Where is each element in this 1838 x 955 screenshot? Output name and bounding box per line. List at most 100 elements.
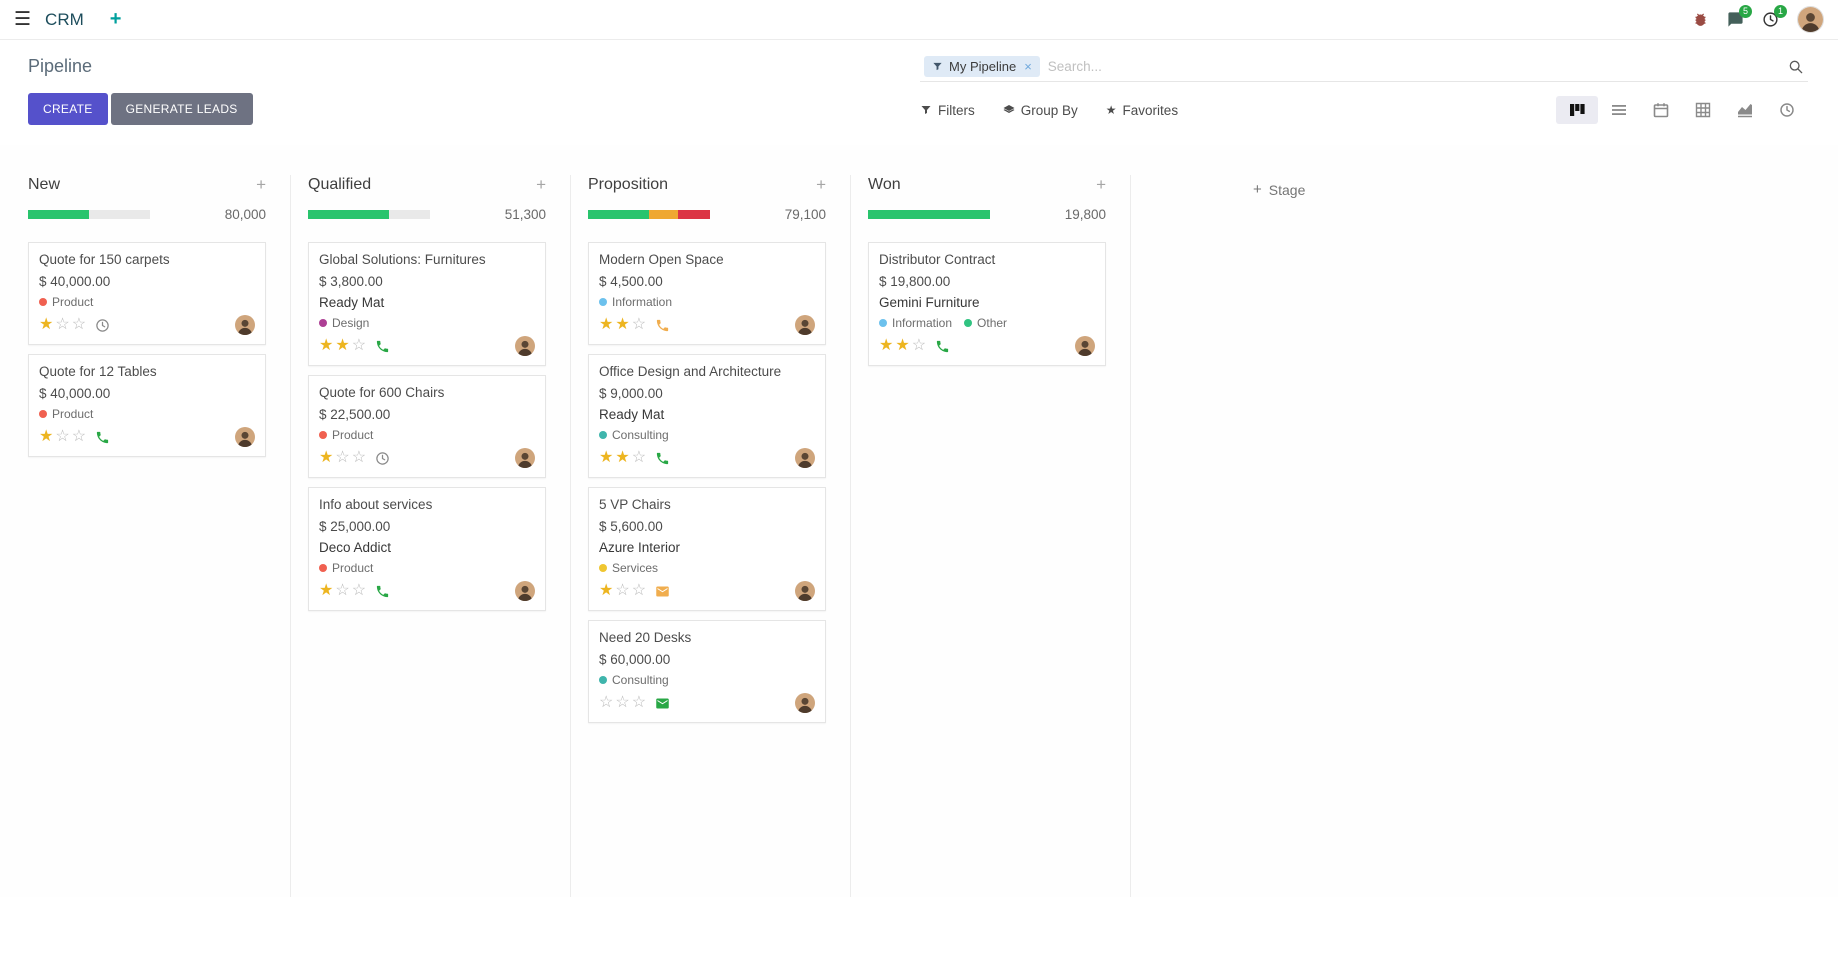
kanban-card[interactable]: Modern Open Space $ 4,500.00 Information… xyxy=(588,242,826,345)
star-filled-icon[interactable]: ★ xyxy=(319,449,334,466)
column-title[interactable]: Qualified xyxy=(308,176,372,193)
star-empty-icon[interactable]: ☆ xyxy=(335,449,350,466)
star-filled-icon[interactable]: ★ xyxy=(599,449,614,466)
star-empty-icon[interactable]: ☆ xyxy=(631,449,647,466)
star-empty-icon[interactable]: ☆ xyxy=(351,582,367,599)
messages-icon[interactable]: 5 xyxy=(1727,5,1752,28)
kanban-card[interactable]: Quote for 150 carpets $ 40,000.00 Produc… xyxy=(28,242,266,345)
app-name[interactable]: CRM xyxy=(45,9,84,29)
salesperson-avatar[interactable] xyxy=(795,581,815,601)
star-filled-icon[interactable]: ★ xyxy=(39,428,54,445)
lead-title[interactable]: Info about services xyxy=(319,497,433,512)
tag[interactable]: Product xyxy=(39,407,93,421)
salesperson-avatar[interactable] xyxy=(515,448,535,468)
kanban-view-button[interactable] xyxy=(1556,96,1598,124)
generate-leads-button[interactable]: GENERATE LEADS xyxy=(110,93,253,125)
kanban-card[interactable]: Quote for 12 Tables $ 40,000.00 Product … xyxy=(28,354,266,457)
tag[interactable]: Consulting xyxy=(599,673,669,687)
add-record-icon[interactable]: + xyxy=(1096,175,1106,194)
pivot-view-button[interactable] xyxy=(1682,96,1724,124)
lead-title[interactable]: Office Design and Architecture xyxy=(599,364,782,379)
phone-activity-icon[interactable] xyxy=(375,339,390,354)
star-filled-icon[interactable]: ★ xyxy=(615,316,630,333)
kanban-card[interactable]: Info about services $ 25,000.00 Deco Add… xyxy=(308,487,546,611)
lead-title[interactable]: Global Solutions: Furnitures xyxy=(319,252,486,267)
phone-activity-icon[interactable] xyxy=(95,430,110,445)
column-progressbar[interactable] xyxy=(308,210,430,219)
star-empty-icon[interactable]: ☆ xyxy=(55,316,70,333)
star-empty-icon[interactable]: ☆ xyxy=(615,694,630,711)
clock-activity-icon[interactable] xyxy=(375,451,390,466)
progress-segment[interactable] xyxy=(868,210,990,219)
envelope-activity-icon[interactable] xyxy=(655,584,670,599)
star-empty-icon[interactable]: ☆ xyxy=(71,428,87,445)
column-progressbar[interactable] xyxy=(588,210,710,219)
salesperson-avatar[interactable] xyxy=(795,693,815,713)
search-icon[interactable] xyxy=(1788,59,1804,75)
column-progressbar[interactable] xyxy=(28,210,150,219)
lead-title[interactable]: Quote for 12 Tables xyxy=(39,364,157,379)
column-title[interactable]: Won xyxy=(868,176,901,193)
star-filled-icon[interactable]: ★ xyxy=(319,337,334,354)
tag[interactable]: Product xyxy=(39,295,93,309)
salesperson-avatar[interactable] xyxy=(795,448,815,468)
lead-title[interactable]: 5 VP Chairs xyxy=(599,497,671,512)
progress-segment[interactable] xyxy=(678,210,710,219)
column-progressbar[interactable] xyxy=(868,210,990,219)
star-empty-icon[interactable]: ☆ xyxy=(615,582,630,599)
user-avatar[interactable] xyxy=(1797,6,1824,33)
star-filled-icon[interactable]: ★ xyxy=(895,337,910,354)
star-filled-icon[interactable]: ★ xyxy=(879,337,894,354)
search-facet[interactable]: My Pipeline × xyxy=(924,56,1040,77)
star-filled-icon[interactable]: ★ xyxy=(39,316,54,333)
star-empty-icon[interactable]: ☆ xyxy=(599,694,614,711)
star-empty-icon[interactable]: ☆ xyxy=(351,449,367,466)
add-record-icon[interactable]: + xyxy=(816,175,826,194)
salesperson-avatar[interactable] xyxy=(515,336,535,356)
tag[interactable]: Product xyxy=(319,561,373,575)
salesperson-avatar[interactable] xyxy=(235,315,255,335)
salesperson-avatar[interactable] xyxy=(1075,336,1095,356)
star-empty-icon[interactable]: ☆ xyxy=(335,582,350,599)
lead-title[interactable]: Need 20 Desks xyxy=(599,630,692,645)
tag[interactable]: Product xyxy=(319,428,373,442)
lead-title[interactable]: Modern Open Space xyxy=(599,252,724,267)
calendar-view-button[interactable] xyxy=(1640,96,1682,124)
tag[interactable]: Other xyxy=(964,316,1007,330)
salesperson-avatar[interactable] xyxy=(795,315,815,335)
star-empty-icon[interactable]: ☆ xyxy=(55,428,70,445)
star-empty-icon[interactable]: ☆ xyxy=(911,337,927,354)
star-filled-icon[interactable]: ★ xyxy=(615,449,630,466)
salesperson-avatar[interactable] xyxy=(515,581,535,601)
activity-view-button[interactable] xyxy=(1766,96,1808,124)
lead-title[interactable]: Quote for 600 Chairs xyxy=(319,385,445,400)
tag[interactable]: Information xyxy=(879,316,952,330)
column-title[interactable]: Proposition xyxy=(588,176,669,193)
star-empty-icon[interactable]: ☆ xyxy=(71,316,87,333)
graph-view-button[interactable] xyxy=(1724,96,1766,124)
star-empty-icon[interactable]: ☆ xyxy=(631,582,647,599)
facet-close-icon[interactable]: × xyxy=(1024,59,1032,74)
tag[interactable]: Design xyxy=(319,316,369,330)
star-filled-icon[interactable]: ★ xyxy=(599,582,614,599)
star-empty-icon[interactable]: ☆ xyxy=(631,694,647,711)
salesperson-avatar[interactable] xyxy=(235,427,255,447)
favorites-button[interactable]: ★ Favorites xyxy=(1106,103,1178,118)
tag[interactable]: Services xyxy=(599,561,658,575)
add-record-icon[interactable]: + xyxy=(536,175,546,194)
navbar-plus-icon[interactable]: + xyxy=(109,8,122,30)
column-title[interactable]: New xyxy=(28,176,61,193)
progress-segment[interactable] xyxy=(308,210,389,219)
progress-segment[interactable] xyxy=(588,210,649,219)
kanban-card[interactable]: 5 VP Chairs $ 5,600.00 Azure Interior Se… xyxy=(588,487,826,611)
progress-segment[interactable] xyxy=(649,210,679,219)
lead-title[interactable]: Distributor Contract xyxy=(879,252,996,267)
create-button[interactable]: CREATE xyxy=(28,93,108,125)
list-view-button[interactable] xyxy=(1598,96,1640,124)
envelope-activity-icon[interactable] xyxy=(655,696,670,711)
kanban-card[interactable]: Quote for 600 Chairs $ 22,500.00 Product… xyxy=(308,375,546,478)
star-filled-icon[interactable]: ★ xyxy=(335,337,350,354)
kanban-card[interactable]: Distributor Contract $ 19,800.00 Gemini … xyxy=(868,242,1106,366)
star-empty-icon[interactable]: ☆ xyxy=(351,337,367,354)
clock-activity-icon[interactable] xyxy=(95,318,110,333)
